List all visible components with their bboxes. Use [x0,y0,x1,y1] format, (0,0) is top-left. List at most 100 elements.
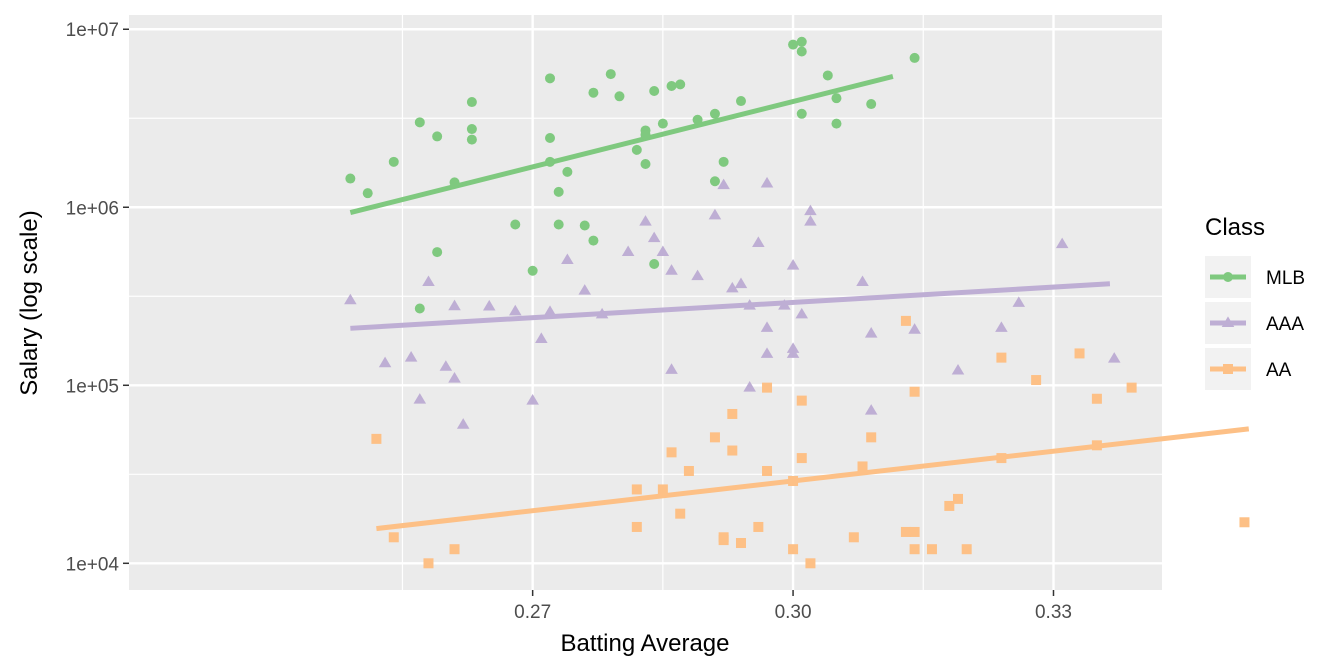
data-point-mlb [449,177,460,188]
data-point-aaa [535,332,548,343]
data-point-aa [371,433,382,444]
data-point-aaa [734,277,748,289]
data-point-aaa [1055,237,1069,249]
data-point-aaa [752,236,765,247]
data-point-mlb [796,36,807,47]
data-point-mlb [666,80,677,91]
data-point-aaa [1012,296,1026,307]
data-point-mlb [466,134,477,145]
data-point-mlb [831,118,842,129]
data-point-aaa [378,356,392,368]
data-point-aa [727,408,738,419]
legend-marker-mlb [1223,272,1233,282]
data-point-mlb [579,220,590,231]
data-point-aa [675,508,686,519]
y-tick-label: 1e+04 [66,554,120,575]
data-point-aa [1091,393,1102,404]
data-point-mlb [362,188,373,199]
data-point-mlb [527,265,538,276]
data-point-aaa [726,281,739,293]
data-point-mlb [675,79,686,90]
data-point-aaa [456,418,470,429]
fit-lines [349,73,1250,532]
data-point-aaa [795,307,809,319]
data-point-aa [996,352,1007,363]
data-point-mlb [631,144,642,155]
data-point-aa [796,453,807,464]
data-point-aaa [439,360,453,371]
data-point-mlb [588,235,599,246]
legend-label-aa: AA [1266,360,1292,381]
data-point-aa [944,500,955,511]
data-point-mlb [545,132,556,143]
data-point-mlb [588,87,599,98]
data-point-aaa [561,253,574,265]
data-point-mlb [466,124,477,135]
legend-marker-aaa [1221,316,1235,327]
data-point-aa [866,432,877,443]
legend-marker-aa [1223,364,1233,374]
data-point-aaa [717,178,730,190]
data-point-mlb [562,166,573,177]
data-point-aaa [448,299,461,311]
data-point-aaa [482,299,496,311]
data-point-aa [657,484,668,495]
data-point-mlb [822,70,833,81]
data-point-aaa [509,304,522,316]
data-point-mlb [692,114,703,125]
data-point-aaa [908,323,921,334]
data-point-aa [848,532,859,543]
data-point-mlb [796,108,807,119]
data-point-aaa [448,372,461,383]
data-point-mlb [345,173,356,184]
data-point-aa [1126,382,1137,393]
data-point-aa [449,544,460,555]
data-point-aaa [778,299,791,310]
data-point-mlb [709,108,720,119]
data-point-mlb [432,131,443,142]
data-point-aa [796,395,807,406]
data-point-mlb [788,39,799,50]
data-point-aa [1074,348,1085,359]
data-point-aa [996,453,1007,464]
data-point-mlb [553,186,564,197]
data-point-aaa [760,321,774,332]
fit-line-aaa [350,281,1111,331]
major-gridlines [129,15,1162,590]
data-point-aa [388,532,399,543]
data-point-mlb [718,156,729,167]
data-point-aa [709,432,720,443]
data-point-aa [631,484,642,495]
y-tick-label: 1e+07 [66,20,119,41]
data-point-mlb [605,69,616,80]
data-point-aaa [856,275,869,287]
data-point-aaa [543,305,557,316]
data-point-aaa [665,264,678,275]
data-point-aa [909,526,920,537]
data-point-mlb [545,156,556,167]
data-point-mlb [909,52,920,63]
data-point-aaa [804,204,817,216]
plot-panel [129,15,1162,590]
data-point-aa [683,465,694,476]
x-tick-label: 0.33 [1035,602,1072,623]
data-point-aa [926,544,937,555]
data-point-aa [753,521,764,532]
data-point-aa [1239,517,1250,528]
data-point-aa [631,521,642,532]
data-point-mlb [649,259,660,270]
data-point-aaa [708,208,722,220]
data-point-mlb [640,129,651,140]
data-point-aa [788,544,799,555]
x-tick-label: 0.27 [514,602,551,623]
data-point-aaa [639,215,652,226]
data-point-mlb [414,117,425,128]
data-point-aaa [595,307,609,319]
data-point-aaa [647,231,661,243]
x-axis-title: Batting Average [560,630,729,657]
data-point-mlb [657,118,668,129]
data-point-aa [900,526,911,537]
data-point-aa [961,544,972,555]
